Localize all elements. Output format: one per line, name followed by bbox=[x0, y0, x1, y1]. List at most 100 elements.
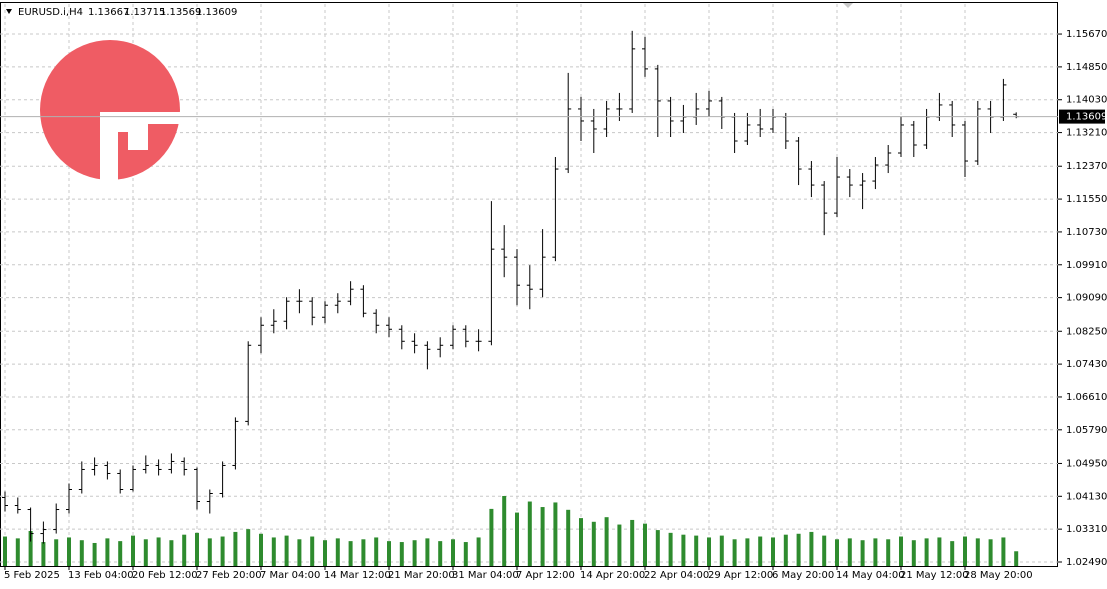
y-tick-label: 1.08250 bbox=[1066, 326, 1107, 337]
x-tick-label: 31 Mar 04:00 bbox=[452, 570, 519, 581]
volume-bar bbox=[195, 532, 199, 566]
volume-bar bbox=[156, 537, 161, 566]
y-tick-label: 1.03310 bbox=[1066, 524, 1107, 535]
volume-bar bbox=[105, 538, 110, 566]
y-tick-label: 1.14850 bbox=[1066, 62, 1107, 73]
volume-bar bbox=[3, 536, 7, 566]
volume-bar bbox=[438, 541, 443, 566]
header-close: 1.13609 bbox=[196, 7, 237, 18]
volume-bar bbox=[719, 535, 724, 566]
volume-bar bbox=[707, 537, 711, 566]
volume-bar bbox=[873, 538, 878, 566]
x-tick-label: 21 Mar 20:00 bbox=[388, 570, 455, 581]
volume-bar bbox=[655, 530, 660, 566]
volume-bar bbox=[950, 541, 955, 566]
volume-bar bbox=[476, 537, 481, 566]
volume-bar bbox=[361, 539, 366, 566]
axis-layer: 1.02490 1.03310 1.04130 1.04950 1.05790 1.066… bbox=[4, 29, 1107, 581]
volume-bar bbox=[835, 539, 839, 566]
x-tick-label: 14 May 04:00 bbox=[836, 570, 905, 581]
volume-bar bbox=[169, 540, 174, 566]
volume-bar bbox=[809, 531, 814, 566]
volume-bar bbox=[732, 539, 737, 566]
x-tick-label: 7 Apr 12:00 bbox=[516, 570, 575, 581]
volume-bar bbox=[374, 537, 379, 566]
volume-bar bbox=[28, 531, 33, 566]
volume-bar bbox=[297, 539, 302, 566]
volume-bar bbox=[822, 535, 827, 566]
y-tick-label: 1.04130 bbox=[1066, 491, 1107, 502]
y-tick-label: 1.15670 bbox=[1066, 29, 1107, 40]
volume-bar bbox=[451, 539, 455, 566]
volume-bar bbox=[540, 507, 545, 566]
volume-bar bbox=[207, 538, 212, 566]
volume-bar bbox=[860, 540, 865, 566]
volume-bar bbox=[463, 542, 468, 566]
volume-bar bbox=[310, 536, 315, 566]
volume-bar bbox=[54, 539, 59, 566]
x-tick-label: 14 Mar 12:00 bbox=[324, 570, 391, 581]
x-tick-label: 6 May 20:00 bbox=[772, 570, 834, 581]
shift-marker[interactable] bbox=[843, 3, 853, 8]
volume-bar bbox=[694, 535, 699, 566]
x-tick-label: 28 May 20:00 bbox=[964, 570, 1033, 581]
volume-bar bbox=[553, 502, 558, 566]
y-tick-label: 1.10730 bbox=[1066, 227, 1107, 238]
volume-bar bbox=[502, 496, 507, 566]
volume-bar bbox=[911, 540, 916, 566]
x-tick-label: 22 Apr 04:00 bbox=[644, 570, 709, 581]
volume-bar bbox=[937, 537, 942, 566]
volume-bar bbox=[399, 542, 404, 566]
y-tick-label: 1.05790 bbox=[1066, 425, 1107, 436]
volume-bar bbox=[630, 519, 635, 566]
logo bbox=[40, 40, 180, 182]
volume-bar bbox=[348, 541, 353, 566]
volume-bar bbox=[975, 538, 980, 566]
symbol: EURUSD.i,H4 bbox=[18, 7, 83, 18]
volume-bar bbox=[387, 541, 391, 566]
x-tick-label: 21 May 12:00 bbox=[900, 570, 969, 581]
x-tick-label: 7 Mar 04:00 bbox=[260, 570, 320, 581]
volume-bar bbox=[67, 537, 71, 566]
volume-bar bbox=[617, 524, 622, 566]
price-label-box bbox=[1059, 109, 1105, 124]
volume-bar bbox=[1014, 551, 1019, 566]
volume-bar bbox=[847, 538, 852, 566]
volume-bar bbox=[271, 537, 276, 566]
logo-mark bbox=[100, 112, 180, 182]
volume-bar bbox=[246, 529, 251, 566]
x-tick-label: 14 Apr 20:00 bbox=[580, 570, 645, 581]
volume-bar bbox=[771, 537, 775, 566]
volume-bar bbox=[758, 536, 763, 566]
volume-bar bbox=[681, 534, 686, 566]
y-tick-label: 1.07430 bbox=[1066, 359, 1107, 370]
volume-layer bbox=[3, 496, 1019, 566]
volume-bar bbox=[15, 538, 20, 566]
volume-bar bbox=[988, 539, 993, 566]
volume-bar bbox=[515, 512, 519, 566]
volume-bar bbox=[79, 540, 84, 566]
volume-bar bbox=[643, 523, 647, 566]
volume-bar bbox=[1001, 537, 1006, 566]
volume-bar bbox=[963, 536, 967, 566]
y-tick-label: 1.12370 bbox=[1066, 161, 1107, 172]
volume-bar bbox=[92, 542, 97, 566]
volume-bar bbox=[425, 538, 430, 566]
volume-bar bbox=[489, 508, 494, 566]
volume-bar bbox=[233, 531, 238, 566]
volume-bar bbox=[591, 521, 596, 566]
volume-bar bbox=[796, 533, 801, 566]
header-arrow[interactable] bbox=[6, 9, 12, 14]
volume-bar bbox=[323, 540, 327, 566]
x-tick-label: 13 Feb 04:00 bbox=[68, 570, 134, 581]
volume-bar bbox=[899, 536, 903, 566]
y-tick-label: 1.14030 bbox=[1066, 95, 1107, 106]
y-tick-label: 1.09910 bbox=[1066, 260, 1107, 271]
price-label: 1.13609 bbox=[1066, 112, 1107, 123]
header-high: 1.13715 bbox=[124, 7, 165, 18]
volume-bar bbox=[284, 535, 289, 566]
volume-bar bbox=[335, 538, 340, 566]
volume-bar bbox=[118, 541, 123, 566]
x-tick-label: 5 Feb 2025 bbox=[4, 570, 60, 581]
